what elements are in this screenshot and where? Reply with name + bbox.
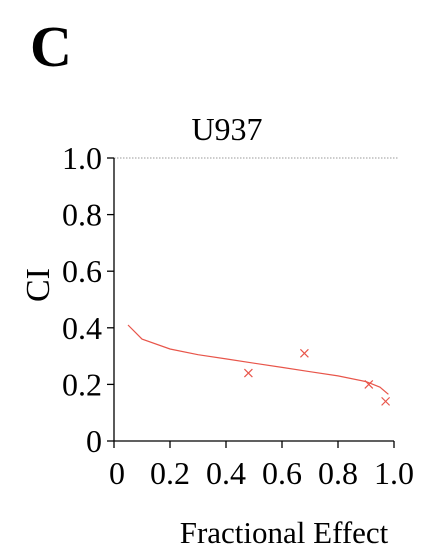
data-point: [243, 368, 253, 378]
y-tick-label: 1.0: [62, 140, 102, 176]
y-tick-label: 0.6: [62, 253, 102, 289]
y-tick-label: 0.8: [62, 197, 102, 233]
plot-area: 0 0.2 0.4 0.6 0.8 1.0 0 0.2 0.4 0.6 0.8 1.0: [62, 140, 414, 491]
x-tick-label: 0: [109, 455, 125, 491]
y-tick-label: 0.4: [62, 310, 102, 346]
y-axis-label: CI: [20, 268, 57, 302]
x-tick-label: 0.2: [150, 455, 190, 491]
data-point: [299, 348, 309, 358]
x-tick-label: 0.8: [318, 455, 358, 491]
chart-title: U937: [191, 111, 262, 147]
x-tick-label: 1.0: [374, 455, 414, 491]
y-tick-label: 0.2: [62, 366, 102, 402]
x-tick-label: 0.6: [262, 455, 302, 491]
panel-label: C: [30, 14, 72, 79]
data-point: [381, 396, 391, 406]
fit-curve: [127, 324, 389, 395]
x-tick-label: 0.4: [206, 455, 246, 491]
y-tick-label: 0: [86, 423, 102, 459]
data-point-stroke: [243, 368, 253, 378]
data-point-stroke: [381, 396, 391, 406]
data-point-stroke: [299, 348, 309, 358]
data-point-stroke: [364, 379, 374, 389]
x-axis-label: Fractional Effect: [180, 515, 389, 550]
